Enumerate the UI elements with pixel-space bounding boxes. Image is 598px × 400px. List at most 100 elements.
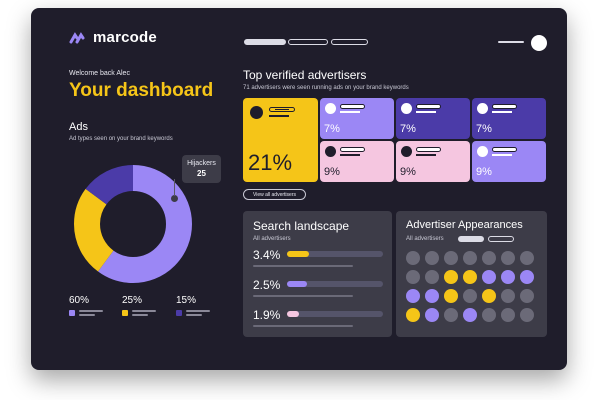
nav-tab-3[interactable]	[331, 39, 368, 45]
appearance-dot	[463, 251, 477, 265]
search-row-track	[287, 251, 383, 257]
advertiser-name-pill	[416, 147, 441, 152]
search-row-value: 3.4%	[253, 248, 281, 262]
legend-value: 15%	[176, 295, 197, 306]
appearance-dot	[501, 289, 515, 303]
advertiser-share: 9%	[324, 166, 340, 178]
nav-tab-2[interactable]	[288, 39, 328, 45]
appearance-dot	[425, 270, 439, 284]
appearances-subtitle: All advertisers	[406, 236, 444, 242]
advertisers-subtitle: 71 advertisers were seen running ads on …	[243, 85, 409, 91]
tooltip-value: 25	[197, 169, 206, 178]
advertiser-card-top[interactable]: 21%	[243, 98, 318, 182]
appearance-dot	[425, 289, 439, 303]
legend-bar	[186, 314, 202, 316]
advertiser-card[interactable]: 7%	[396, 98, 470, 139]
appearance-dot	[520, 270, 534, 284]
user-avatar[interactable]	[531, 35, 547, 51]
advertiser-card[interactable]: 9%	[472, 141, 546, 182]
legend-swatch	[122, 310, 128, 316]
appearances-filter-pill-2[interactable]	[488, 236, 514, 242]
ads-heading: Ads	[69, 121, 88, 133]
appearance-dot	[425, 308, 439, 322]
logo[interactable]: marcode	[69, 29, 157, 46]
view-all-advertisers-button[interactable]: View all advertisers	[243, 189, 306, 200]
advertiser-name-pill	[340, 147, 365, 152]
appearances-heading: Advertiser Appearances	[406, 219, 523, 231]
appearance-dot	[482, 289, 496, 303]
advertiser-desc-line	[269, 115, 289, 117]
logo-icon	[69, 31, 85, 43]
advertiser-name-pill	[492, 147, 517, 152]
advertiser-avatar	[250, 106, 263, 119]
appearance-dot	[444, 270, 458, 284]
advertiser-avatar	[325, 146, 336, 157]
advertisers-heading: Top verified advertisers	[243, 68, 367, 82]
advertiser-name-pill	[492, 104, 517, 109]
search-row: 2.5%	[253, 278, 385, 302]
hijackers-tooltip: Hijackers 25	[182, 155, 221, 183]
advertiser-share: 7%	[400, 123, 416, 135]
advertiser-name-pill	[340, 104, 365, 109]
appearance-dot	[463, 308, 477, 322]
nav-tab-1[interactable]	[244, 39, 286, 45]
search-landscape-panel: Search landscape All advertisers 3.4% 2.…	[243, 211, 392, 337]
appearance-dot	[482, 308, 496, 322]
advertiser-grid: 7% 7% 7% 9% 9%	[320, 98, 546, 182]
advertiser-card[interactable]: 9%	[320, 141, 394, 182]
ads-donut-chart	[74, 165, 192, 283]
legend-item: 15%	[176, 295, 210, 316]
donut-segment[interactable]	[74, 165, 192, 283]
advertiser-share: 9%	[400, 166, 416, 178]
advertiser-avatar	[325, 103, 336, 114]
user-name-line	[498, 41, 524, 43]
tooltip-label: Hijackers	[187, 160, 216, 167]
search-row-track	[287, 281, 383, 287]
donut-segment[interactable]	[74, 165, 192, 283]
advertiser-avatar	[477, 103, 488, 114]
appearance-dot	[463, 270, 477, 284]
page-title: Your dashboard	[69, 80, 214, 101]
advertiser-desc-line	[340, 111, 360, 113]
appearance-dot	[444, 308, 458, 322]
tooltip-connector	[174, 179, 175, 196]
appearance-dot	[406, 251, 420, 265]
search-row-line	[253, 295, 353, 297]
advertiser-desc-line	[416, 111, 436, 113]
search-row-fill	[287, 311, 299, 317]
legend-swatch	[69, 310, 75, 316]
search-heading: Search landscape	[253, 219, 350, 233]
app-window: marcode Welcome back Alec Your dashboard…	[31, 8, 567, 370]
advertiser-desc-line	[340, 154, 360, 156]
appearance-dot	[425, 251, 439, 265]
legend-bar	[79, 310, 103, 312]
advertiser-share: 9%	[476, 166, 492, 178]
advertiser-avatar	[477, 146, 488, 157]
advertiser-share: 7%	[324, 123, 340, 135]
advertiser-card[interactable]: 9%	[396, 141, 470, 182]
advertiser-card[interactable]: 7%	[320, 98, 394, 139]
search-row: 3.4%	[253, 248, 385, 272]
legend-value: 25%	[122, 295, 143, 306]
appearances-filter-pill-1[interactable]	[458, 236, 484, 242]
appearance-dot	[444, 251, 458, 265]
ads-subtitle: Ad types seen on your brand keywords	[69, 136, 173, 142]
search-row-value: 2.5%	[253, 278, 281, 292]
advertiser-share: 21%	[248, 150, 293, 175]
advertiser-card[interactable]: 7%	[472, 98, 546, 139]
appearance-dot	[406, 308, 420, 322]
appearance-dot	[501, 270, 515, 284]
advertiser-desc-line	[492, 154, 512, 156]
search-row-track	[287, 311, 383, 317]
appearance-dot	[463, 289, 477, 303]
appearance-dot	[520, 251, 534, 265]
appearance-dot	[444, 289, 458, 303]
welcome-text: Welcome back Alec	[69, 70, 130, 77]
legend-swatch	[176, 310, 182, 316]
advertiser-share: 7%	[476, 123, 492, 135]
appearance-dot	[406, 270, 420, 284]
legend-item: 60%	[69, 295, 103, 316]
advertiser-appearances-panel: Advertiser Appearances All advertisers	[396, 211, 547, 337]
logo-text: marcode	[93, 29, 157, 46]
legend-item: 25%	[122, 295, 156, 316]
